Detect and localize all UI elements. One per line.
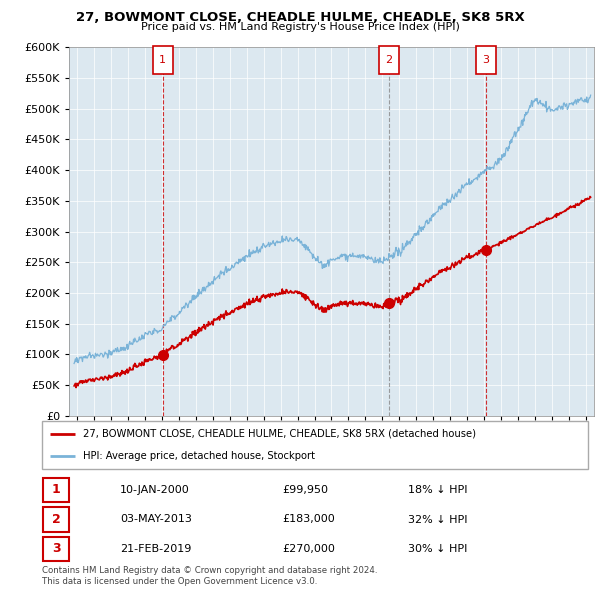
Text: 27, BOWMONT CLOSE, CHEADLE HULME, CHEADLE, SK8 5RX: 27, BOWMONT CLOSE, CHEADLE HULME, CHEADL… [76,11,524,24]
Text: £270,000: £270,000 [282,544,335,554]
Text: 18% ↓ HPI: 18% ↓ HPI [408,485,467,495]
Text: 1: 1 [159,55,166,65]
Text: £99,950: £99,950 [282,485,328,495]
FancyBboxPatch shape [43,507,70,532]
Text: 3: 3 [52,542,61,556]
Text: 30% ↓ HPI: 30% ↓ HPI [408,544,467,554]
Text: 21-FEB-2019: 21-FEB-2019 [120,544,191,554]
Text: 2: 2 [52,513,61,526]
FancyBboxPatch shape [476,46,496,74]
Text: 03-MAY-2013: 03-MAY-2013 [120,514,192,525]
Text: 10-JAN-2000: 10-JAN-2000 [120,485,190,495]
Text: This data is licensed under the Open Government Licence v3.0.: This data is licensed under the Open Gov… [42,577,317,586]
Text: 3: 3 [482,55,490,65]
Text: 32% ↓ HPI: 32% ↓ HPI [408,514,467,525]
FancyBboxPatch shape [152,46,173,74]
Text: £183,000: £183,000 [282,514,335,525]
Text: 1: 1 [52,483,61,497]
FancyBboxPatch shape [43,477,70,503]
Text: 2: 2 [385,55,392,65]
Text: HPI: Average price, detached house, Stockport: HPI: Average price, detached house, Stoc… [83,451,315,461]
FancyBboxPatch shape [379,46,398,74]
FancyBboxPatch shape [42,421,588,469]
Text: Contains HM Land Registry data © Crown copyright and database right 2024.: Contains HM Land Registry data © Crown c… [42,566,377,575]
FancyBboxPatch shape [43,536,70,562]
Text: Price paid vs. HM Land Registry's House Price Index (HPI): Price paid vs. HM Land Registry's House … [140,22,460,32]
Text: 27, BOWMONT CLOSE, CHEADLE HULME, CHEADLE, SK8 5RX (detached house): 27, BOWMONT CLOSE, CHEADLE HULME, CHEADL… [83,429,476,439]
